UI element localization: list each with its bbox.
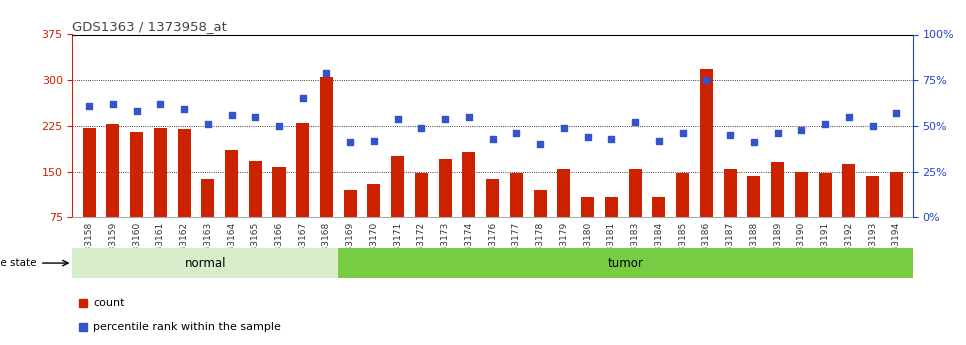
Bar bbox=[629, 169, 641, 263]
Bar bbox=[533, 190, 547, 263]
Text: normal: normal bbox=[185, 257, 226, 269]
Bar bbox=[415, 173, 428, 263]
Bar bbox=[582, 197, 594, 263]
Bar bbox=[106, 124, 120, 263]
Point bbox=[390, 116, 406, 121]
Bar bbox=[338, 248, 913, 278]
Bar bbox=[724, 169, 737, 263]
Bar bbox=[605, 197, 618, 263]
Bar bbox=[842, 164, 855, 263]
Bar bbox=[178, 129, 190, 263]
Point bbox=[128, 109, 144, 114]
Point bbox=[81, 103, 97, 109]
Point bbox=[224, 112, 240, 118]
Bar bbox=[272, 167, 286, 263]
Point bbox=[580, 134, 595, 140]
Point bbox=[651, 138, 667, 143]
Point bbox=[865, 123, 880, 129]
Point bbox=[247, 114, 263, 120]
Text: percentile rank within the sample: percentile rank within the sample bbox=[94, 323, 281, 333]
Bar bbox=[439, 159, 452, 263]
Point bbox=[532, 141, 548, 147]
Point bbox=[770, 130, 785, 136]
Text: disease state: disease state bbox=[0, 258, 37, 268]
Point bbox=[889, 110, 904, 116]
Bar bbox=[463, 151, 475, 263]
Bar bbox=[367, 184, 381, 263]
Bar bbox=[130, 132, 143, 263]
Text: tumor: tumor bbox=[608, 257, 643, 269]
Point bbox=[153, 101, 168, 107]
Bar bbox=[771, 162, 784, 263]
Bar bbox=[201, 179, 214, 263]
Point bbox=[271, 123, 287, 129]
Bar bbox=[652, 197, 666, 263]
Bar bbox=[391, 156, 404, 263]
Bar bbox=[748, 176, 760, 263]
Point bbox=[438, 116, 453, 121]
Point bbox=[723, 132, 738, 138]
Bar bbox=[154, 128, 167, 263]
Bar bbox=[486, 179, 499, 263]
Bar bbox=[818, 173, 832, 263]
Bar bbox=[510, 173, 523, 263]
Point bbox=[343, 140, 358, 145]
Point bbox=[746, 140, 761, 145]
Text: GDS1363 / 1373958_at: GDS1363 / 1373958_at bbox=[72, 20, 227, 33]
Bar bbox=[320, 77, 333, 263]
Bar bbox=[82, 128, 96, 263]
Point bbox=[295, 96, 310, 101]
Point bbox=[509, 130, 525, 136]
Point bbox=[841, 114, 857, 120]
Point bbox=[627, 119, 642, 125]
Point bbox=[675, 130, 691, 136]
Point bbox=[461, 114, 476, 120]
Bar bbox=[676, 173, 689, 263]
Point bbox=[366, 138, 382, 143]
Point bbox=[698, 77, 714, 83]
Point bbox=[177, 107, 192, 112]
Bar bbox=[557, 169, 570, 263]
Point bbox=[105, 101, 121, 107]
Bar bbox=[344, 190, 356, 263]
Point bbox=[604, 136, 619, 141]
Point bbox=[413, 125, 429, 130]
Point bbox=[319, 70, 334, 76]
Point bbox=[793, 127, 809, 132]
Bar bbox=[866, 176, 879, 263]
Text: count: count bbox=[94, 298, 125, 308]
Bar bbox=[795, 171, 808, 263]
Point bbox=[556, 125, 572, 130]
Point bbox=[817, 121, 833, 127]
Bar bbox=[248, 161, 262, 263]
Bar bbox=[72, 248, 338, 278]
Bar bbox=[297, 123, 309, 263]
Bar bbox=[699, 69, 713, 263]
Bar bbox=[890, 171, 903, 263]
Point bbox=[485, 136, 500, 141]
Bar bbox=[225, 150, 238, 263]
Point bbox=[200, 121, 215, 127]
